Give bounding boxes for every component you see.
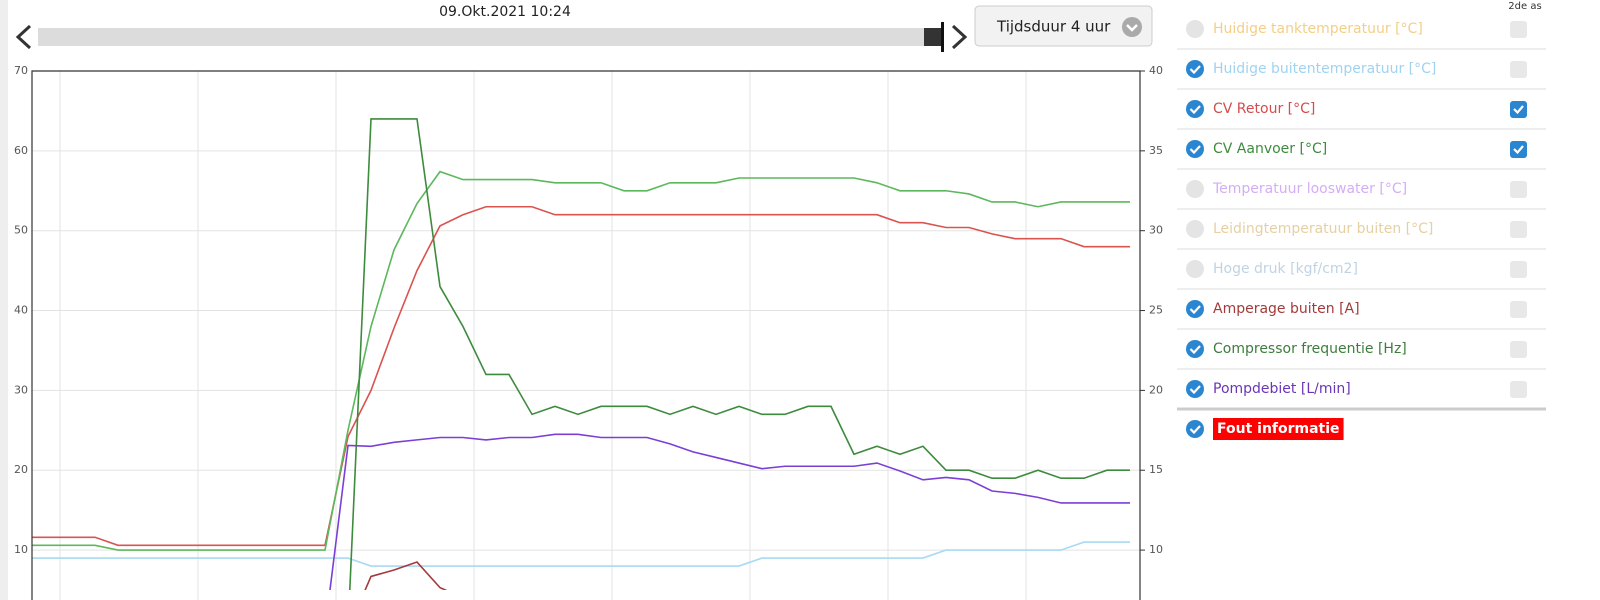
legend-check xyxy=(1189,345,1201,355)
next-button[interactable] xyxy=(951,24,968,50)
legend-toggle[interactable] xyxy=(1186,260,1204,278)
series-line xyxy=(329,433,1130,590)
legend-toggle[interactable] xyxy=(1186,20,1204,38)
y-tick-label: 60 xyxy=(14,144,28,157)
legend-label[interactable]: Huidige buitentemperatuur [°C] xyxy=(1213,61,1436,77)
legend-check xyxy=(1189,65,1201,75)
slider-end xyxy=(941,22,944,52)
legend-check xyxy=(1189,145,1201,155)
legend-toggle[interactable] xyxy=(1186,420,1204,438)
legend-label[interactable]: Temperatuur looswater [°C] xyxy=(1212,181,1407,197)
dropdown-icon xyxy=(1122,17,1142,37)
second-axis-checkbox[interactable] xyxy=(1510,61,1527,78)
y2-tick-label: 20 xyxy=(1149,383,1163,396)
second-axis-checkbox[interactable] xyxy=(1510,101,1527,118)
y2-tick-label: 25 xyxy=(1149,304,1163,317)
legend-toggle[interactable] xyxy=(1186,180,1204,198)
date-label: 09.Okt.2021 10:24 xyxy=(439,4,571,20)
duration-label: Tijdsduur 4 uur xyxy=(996,18,1111,36)
y-tick-label: 30 xyxy=(14,383,28,396)
left-border xyxy=(0,0,8,600)
legend-label[interactable]: Amperage buiten [A] xyxy=(1213,301,1360,317)
legend-check xyxy=(1189,425,1201,435)
y-tick-label: 10 xyxy=(14,543,28,556)
second-axis-header: 2de as xyxy=(1508,1,1541,12)
second-axis-checkbox[interactable] xyxy=(1510,261,1527,278)
legend-label[interactable]: CV Aanvoer [°C] xyxy=(1213,141,1327,157)
y2-tick-label: 10 xyxy=(1149,543,1163,556)
legend-toggle[interactable] xyxy=(1186,100,1204,118)
legend-label[interactable]: CV Retour [°C] xyxy=(1213,101,1315,117)
legend-label[interactable]: Leidingtemperatuur buiten [°C] xyxy=(1213,221,1433,237)
dropdown-chevron xyxy=(1126,24,1138,32)
legend-toggle[interactable] xyxy=(1186,300,1204,318)
legend-highlight xyxy=(1213,418,1344,440)
legend-check xyxy=(1189,105,1201,115)
y-tick-label: 20 xyxy=(14,463,28,476)
legend-toggle[interactable] xyxy=(1186,60,1204,78)
y2-tick-label: 35 xyxy=(1149,144,1163,157)
y2-tick-label: 40 xyxy=(1149,64,1163,77)
second-axis-check xyxy=(1513,105,1524,115)
grid xyxy=(32,70,1140,600)
legend-label[interactable]: Pompdebiet [L/min] xyxy=(1213,381,1351,397)
y-tick-label: 50 xyxy=(14,224,28,237)
slider-handle[interactable] xyxy=(924,28,942,46)
series-line xyxy=(32,541,1130,567)
second-axis-checkbox[interactable] xyxy=(1510,181,1527,198)
prev-button[interactable] xyxy=(15,24,32,50)
y2-tick-label: 15 xyxy=(1149,463,1163,476)
legend-check xyxy=(1189,385,1201,395)
second-axis-checkbox[interactable] xyxy=(1510,21,1527,38)
legend-label[interactable]: Compressor frequentie [Hz] xyxy=(1213,341,1407,357)
y-tick-label: 40 xyxy=(14,304,28,317)
legend-toggle[interactable] xyxy=(1186,380,1204,398)
legend-label[interactable]: Huidige tanktemperatuur [°C] xyxy=(1213,21,1423,37)
duration-dropdown[interactable] xyxy=(974,5,1153,47)
plot-frame xyxy=(31,70,1141,600)
legend-check xyxy=(1189,305,1201,315)
y-tick-label: 70 xyxy=(14,64,28,77)
legend-toggle[interactable] xyxy=(1186,220,1204,238)
second-axis-check xyxy=(1513,145,1524,155)
legend-label[interactable]: Hoge druk [kgf/cm2] xyxy=(1213,261,1358,277)
time-slider[interactable] xyxy=(38,28,942,46)
series-line xyxy=(32,205,1130,547)
second-axis-checkbox[interactable] xyxy=(1510,301,1527,318)
series-line xyxy=(364,561,448,590)
legend-label[interactable]: Fout informatie xyxy=(1217,421,1340,437)
plot xyxy=(32,118,1130,590)
second-axis-checkbox[interactable] xyxy=(1510,381,1527,398)
legend-toggle[interactable] xyxy=(1186,340,1204,358)
series-line xyxy=(32,170,1130,551)
second-axis-checkbox[interactable] xyxy=(1510,141,1527,158)
y2-tick-label: 30 xyxy=(1149,224,1163,237)
second-axis-checkbox[interactable] xyxy=(1510,221,1527,238)
series-line xyxy=(348,118,1130,590)
legend-toggle[interactable] xyxy=(1186,140,1204,158)
second-axis-checkbox[interactable] xyxy=(1510,341,1527,358)
